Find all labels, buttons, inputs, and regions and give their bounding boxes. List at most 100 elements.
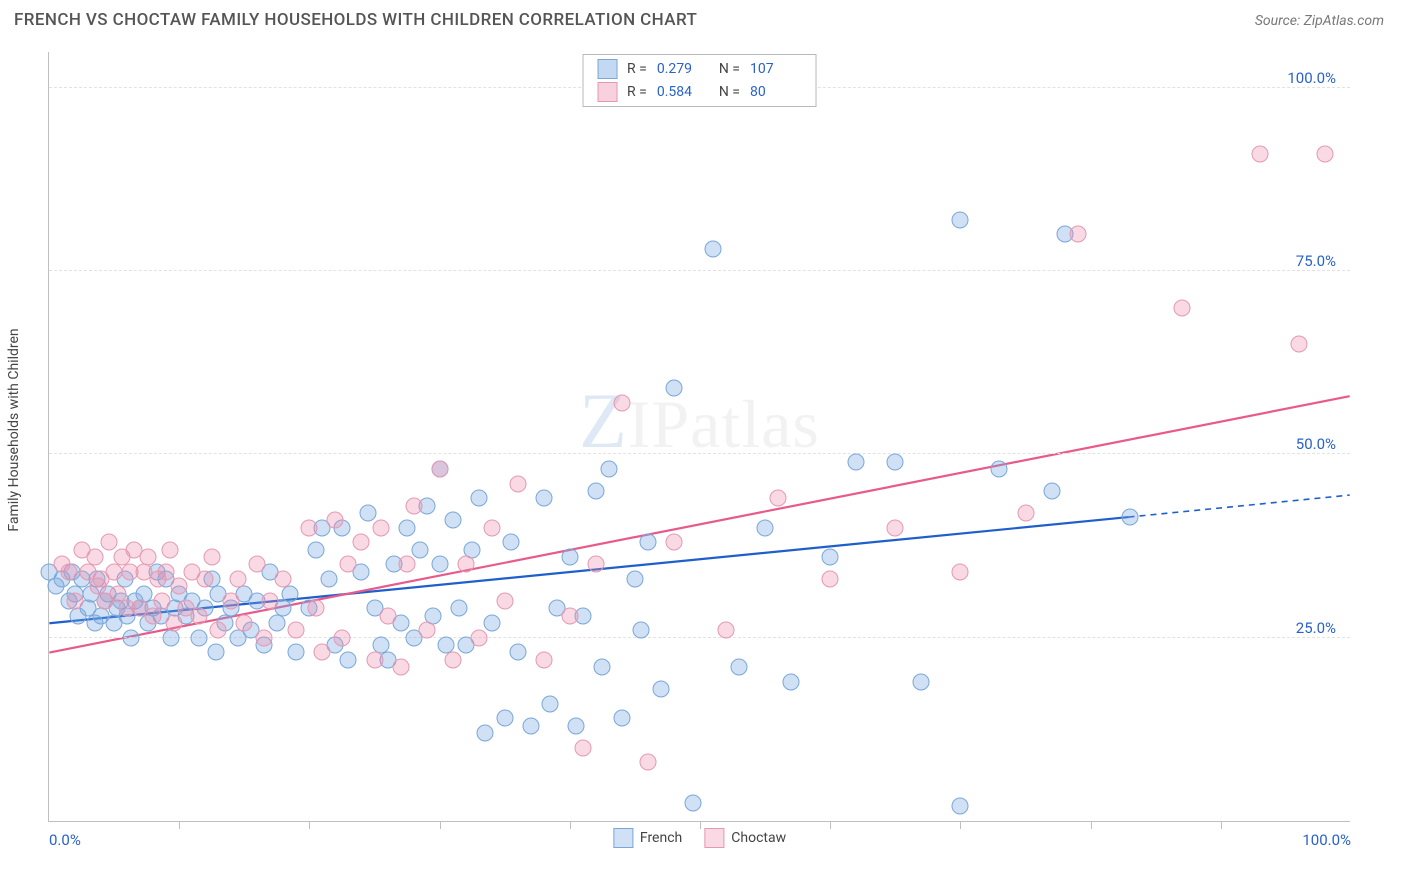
data-point-choctaw bbox=[353, 534, 370, 551]
data-point-choctaw bbox=[249, 556, 266, 573]
data-point-choctaw bbox=[373, 519, 390, 536]
data-point-choctaw bbox=[340, 556, 357, 573]
data-point-french bbox=[952, 211, 969, 228]
x-tick bbox=[440, 821, 441, 829]
data-point-choctaw bbox=[307, 600, 324, 617]
data-point-french bbox=[685, 794, 702, 811]
legend-swatch bbox=[597, 59, 617, 79]
x-tick bbox=[179, 821, 180, 829]
data-point-french bbox=[281, 585, 298, 602]
data-point-french bbox=[731, 659, 748, 676]
data-point-choctaw bbox=[718, 622, 735, 639]
data-point-choctaw bbox=[158, 563, 175, 580]
series-legend: FrenchChoctaw bbox=[613, 828, 786, 848]
chart-title: FRENCH VS CHOCTAW FAMILY HOUSEHOLDS WITH… bbox=[14, 10, 697, 30]
data-point-french bbox=[587, 483, 604, 500]
y-axis-label: Family Households with Children bbox=[6, 328, 22, 531]
data-point-choctaw bbox=[1251, 145, 1268, 162]
data-point-choctaw bbox=[86, 549, 103, 566]
data-point-french bbox=[359, 505, 376, 522]
data-point-french bbox=[568, 717, 585, 734]
data-point-choctaw bbox=[1290, 336, 1307, 353]
data-point-choctaw bbox=[210, 622, 227, 639]
data-point-choctaw bbox=[509, 475, 526, 492]
data-point-choctaw bbox=[483, 519, 500, 536]
data-point-choctaw bbox=[470, 629, 487, 646]
data-point-choctaw bbox=[822, 571, 839, 588]
data-point-french bbox=[123, 629, 140, 646]
data-point-french bbox=[483, 615, 500, 632]
data-point-choctaw bbox=[223, 593, 240, 610]
data-point-choctaw bbox=[275, 571, 292, 588]
data-point-choctaw bbox=[1069, 226, 1086, 243]
data-point-choctaw bbox=[203, 549, 220, 566]
data-point-french bbox=[652, 681, 669, 698]
data-point-french bbox=[665, 380, 682, 397]
data-point-choctaw bbox=[236, 615, 253, 632]
data-point-choctaw bbox=[418, 622, 435, 639]
data-point-french bbox=[412, 541, 429, 558]
legend-swatch bbox=[613, 828, 633, 848]
data-point-choctaw bbox=[229, 571, 246, 588]
data-point-french bbox=[757, 519, 774, 536]
legend-label: Choctaw bbox=[731, 830, 786, 846]
data-point-french bbox=[991, 461, 1008, 478]
data-point-choctaw bbox=[1017, 505, 1034, 522]
data-point-choctaw bbox=[314, 644, 331, 661]
data-point-choctaw bbox=[574, 739, 591, 756]
data-point-choctaw bbox=[171, 578, 188, 595]
data-point-choctaw bbox=[392, 659, 409, 676]
data-point-choctaw bbox=[665, 534, 682, 551]
data-point-choctaw bbox=[262, 593, 279, 610]
data-point-french bbox=[594, 659, 611, 676]
data-point-french bbox=[633, 622, 650, 639]
grid-line bbox=[49, 453, 1350, 454]
data-point-french bbox=[561, 549, 578, 566]
data-point-choctaw bbox=[162, 541, 179, 558]
x-tick bbox=[1221, 821, 1222, 829]
data-point-french bbox=[639, 534, 656, 551]
x-tick bbox=[700, 821, 701, 829]
data-point-choctaw bbox=[535, 651, 552, 668]
data-point-french bbox=[822, 549, 839, 566]
x-tick bbox=[309, 821, 310, 829]
legend-swatch bbox=[704, 828, 724, 848]
data-point-choctaw bbox=[587, 556, 604, 573]
data-point-french bbox=[1043, 483, 1060, 500]
y-tick-label: 50.0% bbox=[1296, 435, 1336, 453]
data-point-choctaw bbox=[1173, 299, 1190, 316]
legend-row: R =0.584N =80 bbox=[597, 82, 802, 102]
data-point-choctaw bbox=[67, 593, 84, 610]
data-point-choctaw bbox=[444, 651, 461, 668]
data-point-choctaw bbox=[1316, 145, 1333, 162]
data-point-choctaw bbox=[405, 497, 422, 514]
legend-swatch bbox=[597, 82, 617, 102]
data-point-choctaw bbox=[255, 629, 272, 646]
grid-line bbox=[49, 270, 1350, 271]
x-tick bbox=[570, 821, 571, 829]
x-tick-label: 0.0% bbox=[49, 831, 81, 849]
data-point-french bbox=[190, 629, 207, 646]
data-point-french bbox=[470, 490, 487, 507]
data-point-choctaw bbox=[399, 556, 416, 573]
data-point-french bbox=[509, 644, 526, 661]
data-point-choctaw bbox=[165, 615, 182, 632]
x-tick-label: 100.0% bbox=[1302, 831, 1351, 849]
data-point-choctaw bbox=[333, 629, 350, 646]
data-point-french bbox=[783, 673, 800, 690]
data-point-choctaw bbox=[366, 651, 383, 668]
data-point-choctaw bbox=[431, 461, 448, 478]
data-point-french bbox=[307, 541, 324, 558]
data-point-choctaw bbox=[301, 519, 318, 536]
data-point-choctaw bbox=[457, 556, 474, 573]
data-point-french bbox=[288, 644, 305, 661]
data-point-choctaw bbox=[197, 571, 214, 588]
data-point-french bbox=[451, 600, 468, 617]
data-point-choctaw bbox=[154, 593, 171, 610]
data-point-french bbox=[399, 519, 416, 536]
data-point-choctaw bbox=[561, 607, 578, 624]
data-point-choctaw bbox=[288, 622, 305, 639]
x-tick bbox=[830, 821, 831, 829]
data-point-french bbox=[1121, 508, 1138, 525]
data-point-choctaw bbox=[139, 549, 156, 566]
